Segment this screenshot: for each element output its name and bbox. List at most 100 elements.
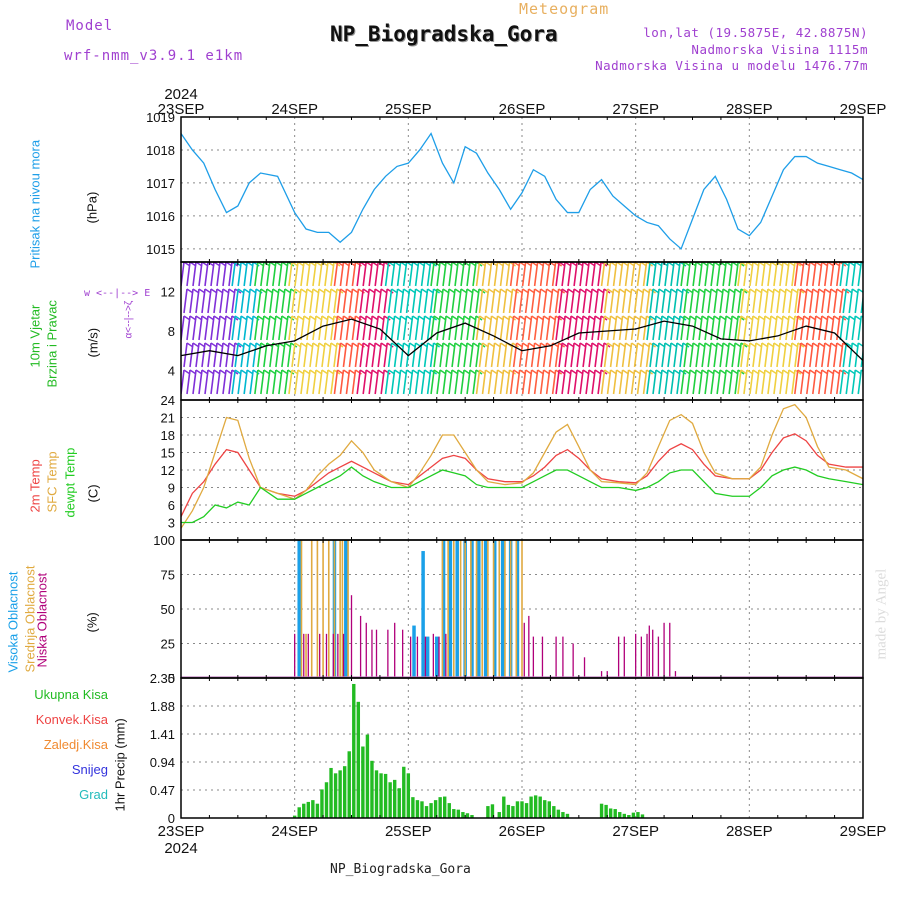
wind-barb (612, 369, 618, 395)
wind-barb (291, 288, 296, 314)
wind-barb (368, 315, 373, 341)
wind-barb (339, 262, 345, 287)
low-cloud-bar (375, 629, 378, 678)
wind-barb (618, 315, 624, 341)
precip-bar (556, 809, 561, 818)
mid-cloud-bar (322, 540, 324, 678)
wind-barb (652, 262, 657, 287)
wind-barb (243, 262, 248, 287)
bottom-date-label: 29SEP (840, 823, 887, 840)
wind-barb (384, 262, 390, 287)
precip-legend-total: Ukupna Kisa (34, 687, 108, 702)
high-cloud-bar (425, 636, 430, 678)
wind-barb (275, 342, 280, 368)
wind-barb (579, 262, 584, 287)
wind-barb (630, 262, 636, 287)
wind-barb (627, 342, 633, 368)
wind-barb (642, 369, 648, 395)
y-tick-label: 25 (161, 637, 175, 652)
mid-cloud-bar (475, 540, 478, 678)
model-name: wrf-nmm_v3.9.1 e1km (64, 48, 244, 64)
high-cloud-bar (441, 540, 446, 678)
wind-barb (594, 342, 599, 368)
wind-barb (731, 288, 736, 314)
wind-barb (597, 315, 602, 341)
y-tick-label: 1.41 (150, 727, 175, 742)
mid-cloud-bar (327, 540, 330, 678)
wind-barb (475, 369, 481, 395)
wind-barb (222, 315, 227, 341)
wind-barb (740, 288, 745, 314)
wind-barb (670, 369, 675, 395)
low-cloud-bar (350, 595, 353, 678)
high-cloud-bar (448, 540, 453, 678)
wind-barb (333, 315, 339, 341)
meteogram-label: Meteogram (519, 0, 610, 18)
wind-barb (857, 262, 863, 287)
wind-barb (591, 262, 596, 287)
wind-barb (686, 369, 691, 395)
wind-barb (408, 262, 414, 287)
wind-barb (809, 288, 814, 314)
wind-barb (472, 262, 477, 287)
wind-barb-flag (386, 342, 394, 348)
wind-barb (231, 369, 236, 395)
wind-barb (533, 369, 539, 395)
wind-barb (342, 288, 348, 314)
wind-barb (249, 369, 254, 395)
wind-barb (698, 262, 703, 287)
precip-bar (383, 773, 388, 818)
low-cloud-bar (669, 622, 671, 678)
wind-barb (664, 315, 669, 341)
wind-barb (797, 288, 802, 314)
wind-barb (676, 315, 681, 341)
wind-barb (788, 288, 793, 314)
wind-barb (606, 369, 612, 395)
wind-barb (321, 342, 326, 368)
wind-barb (845, 262, 851, 287)
low-cloud-bar (319, 633, 321, 678)
wind-barb (429, 288, 435, 314)
wind-barb (315, 342, 320, 368)
wind-barb (297, 342, 302, 368)
wind-barb (356, 369, 361, 395)
bottom-date-label: 26SEP (499, 823, 546, 840)
wind-barb (228, 262, 233, 287)
wind-barb (830, 262, 835, 287)
wind-barb (466, 369, 471, 395)
wind-barb (339, 315, 345, 341)
wind-barb (815, 342, 820, 368)
bottom-date-label: 28SEP (726, 823, 773, 840)
wind-barb (356, 262, 361, 287)
high-cloud-bar (421, 551, 425, 678)
mid-cloud-bar (504, 540, 506, 678)
wind-barb (824, 369, 829, 395)
low-cloud-bar (365, 622, 367, 678)
wind-barb (439, 288, 444, 314)
wind-barb (761, 262, 766, 287)
wind-barb (354, 288, 360, 314)
y-tick-label: 0.47 (150, 783, 175, 798)
wind-barb (842, 288, 848, 314)
wind-barb (794, 369, 799, 395)
precip-bar (599, 803, 604, 818)
wind-barb (287, 288, 292, 314)
high-cloud-bar (412, 625, 416, 678)
low-cloud-bar (337, 633, 339, 678)
wind-barb (740, 342, 745, 368)
wind-barb (851, 369, 857, 395)
wind-barb (830, 315, 835, 341)
wind-barb (475, 288, 480, 314)
wind-barb-flag (860, 315, 863, 318)
wind-barb (683, 342, 688, 368)
wind-barb (521, 315, 527, 341)
wind-barb (198, 315, 203, 341)
wind-barb (426, 262, 432, 287)
precip-bar (306, 801, 311, 818)
wind-barb (794, 315, 799, 341)
wind-barb (481, 262, 487, 287)
low-cloud-bar (623, 636, 625, 678)
low-cloud-bar (303, 633, 305, 678)
wind-barb (582, 342, 587, 368)
wind-barb (330, 315, 335, 341)
